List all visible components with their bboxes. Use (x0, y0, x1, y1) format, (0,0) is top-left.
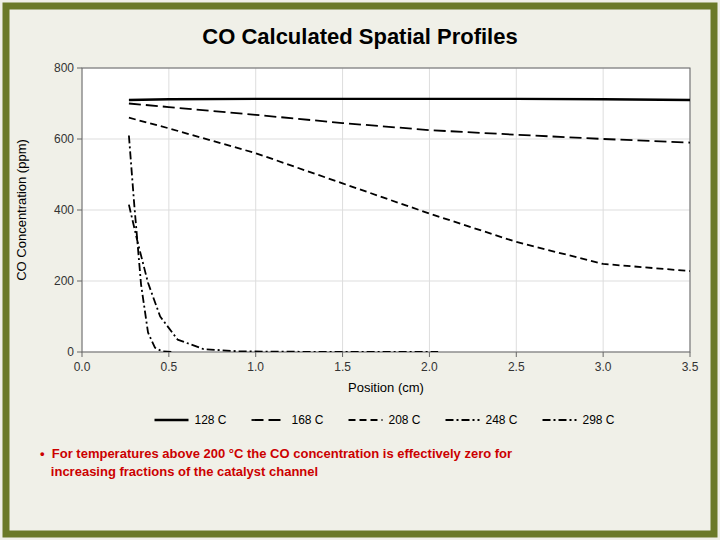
tick-mark (168, 352, 169, 357)
tick-label: 2.5 (508, 360, 525, 374)
x-axis-label: Position (cm) (348, 380, 424, 395)
tick-label: 200 (54, 274, 74, 288)
legend-label: 168 C (292, 413, 324, 427)
grid-line (82, 210, 690, 211)
tick-label: 600 (54, 132, 74, 146)
tick-label: 1.5 (334, 360, 351, 374)
annotation-line: • For temperatures above 200 °C the CO c… (40, 446, 512, 461)
tick-label: 3.0 (595, 360, 612, 374)
tick-label: 1.0 (247, 360, 264, 374)
chart: CO Calculated Spatial Profiles 0.0 0.5 1.0 1… (0, 0, 720, 540)
grid-line (82, 139, 690, 140)
legend-label: 298 C (583, 413, 615, 427)
tick-mark (82, 352, 83, 357)
grid (82, 68, 690, 352)
tick-mark (342, 352, 343, 357)
tick-label: 800 (54, 61, 74, 75)
tick-mark (255, 352, 256, 357)
series-line (129, 118, 690, 271)
legend: 128 C 168 C 208 C 248 C 298 C (155, 413, 615, 427)
tick-mark (77, 139, 82, 140)
tick-label: 0.5 (161, 360, 178, 374)
legend-swatch (446, 419, 480, 421)
annotation-line: increasing fractions of the catalyst cha… (40, 464, 318, 479)
tick-mark (429, 352, 430, 357)
legend-swatch (543, 419, 577, 421)
legend-label: 128 C (195, 413, 227, 427)
legend-swatch (155, 419, 189, 421)
grid-line (82, 281, 690, 282)
tick-mark (603, 352, 604, 357)
plot-area (82, 68, 690, 352)
tick-label: 0 (67, 345, 74, 359)
series-lines (129, 99, 690, 352)
legend-swatch (349, 419, 383, 421)
tick-mark (690, 352, 691, 357)
axes: 0.0 0.5 1.0 1.5 2.0 2.5 3.0 3.5 0 200 400 600 800 (54, 61, 699, 374)
tick-mark (77, 68, 82, 69)
tick-mark (77, 352, 82, 353)
background (0, 0, 720, 540)
plot-frame (82, 68, 690, 352)
y-axis-label: CO Concentration (ppm) (14, 139, 29, 281)
legend-swatch (252, 419, 286, 421)
tick-mark (77, 281, 82, 282)
annotation: • For temperatures above 200 °C the CO c… (40, 446, 512, 479)
tick-label: 0.0 (74, 360, 91, 374)
series-line (129, 135, 172, 352)
series-line (129, 104, 690, 143)
tick-label: 2.0 (421, 360, 438, 374)
tick-mark (77, 210, 82, 211)
legend-label: 208 C (389, 413, 421, 427)
title: CO Calculated Spatial Profiles (202, 24, 517, 49)
series-line (129, 99, 690, 100)
series-line (129, 205, 438, 352)
tick-label: 400 (54, 203, 74, 217)
tick-label: 3.5 (682, 360, 699, 374)
tick-mark (516, 352, 517, 357)
legend-label: 248 C (486, 413, 518, 427)
border (6, 6, 714, 534)
